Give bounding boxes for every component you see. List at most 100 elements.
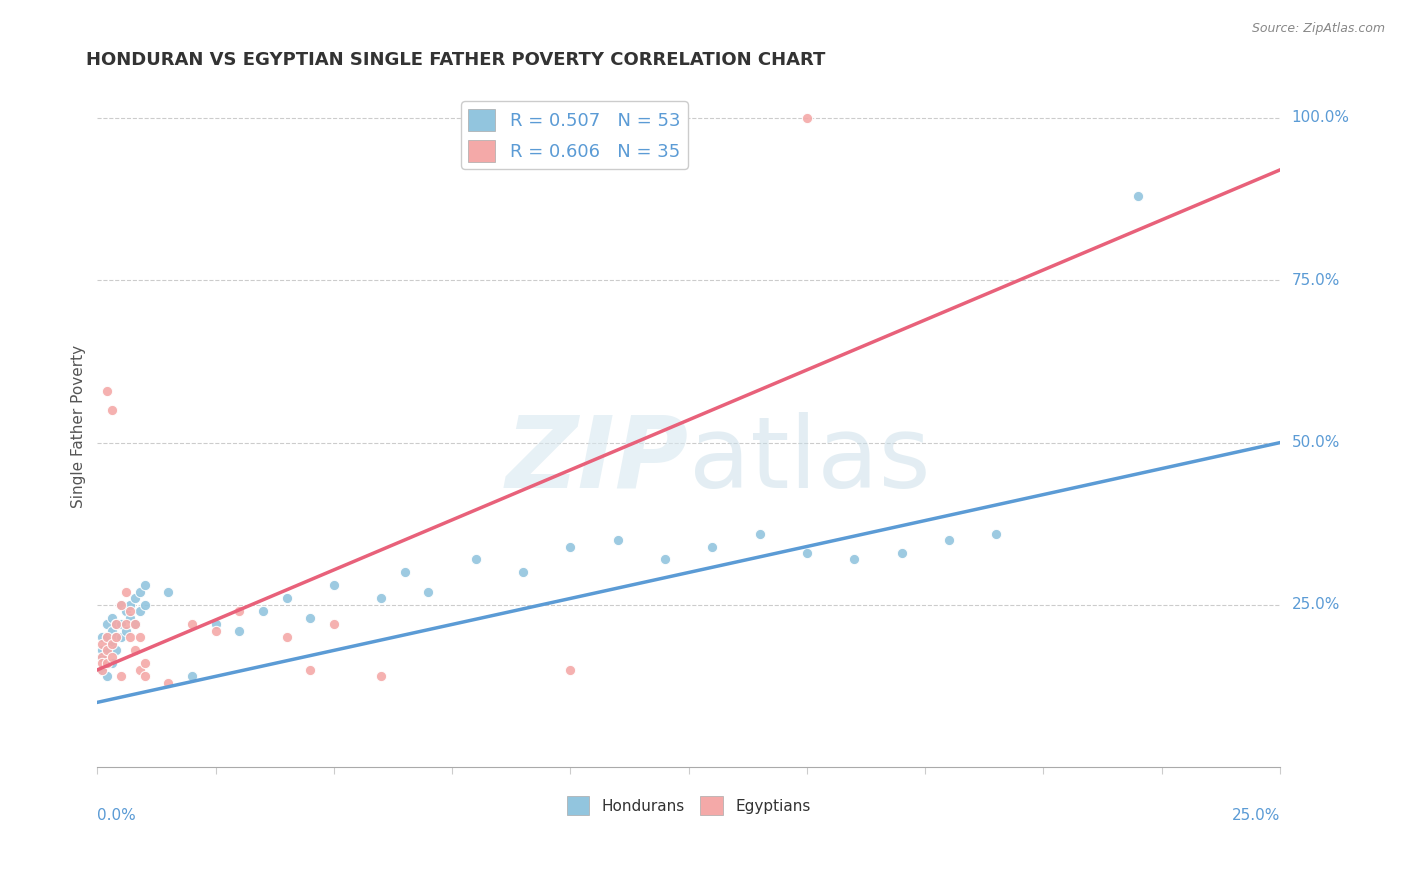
Point: [394, 566, 416, 580]
Point: [252, 604, 274, 618]
Point: [105, 617, 128, 632]
Point: [120, 611, 142, 625]
Point: [91, 663, 114, 677]
Point: [110, 598, 132, 612]
Point: [129, 631, 152, 645]
Text: 50.0%: 50.0%: [1292, 435, 1340, 450]
Point: [181, 617, 204, 632]
Text: 25.0%: 25.0%: [1292, 598, 1340, 613]
Point: [322, 617, 344, 632]
Point: [91, 637, 114, 651]
Legend: Hondurans, Egyptians: Hondurans, Egyptians: [561, 790, 817, 821]
Point: [91, 643, 114, 657]
Point: [204, 617, 226, 632]
Text: 75.0%: 75.0%: [1292, 273, 1340, 288]
Point: [105, 631, 128, 645]
Point: [560, 540, 582, 554]
Point: [100, 637, 122, 651]
Point: [844, 552, 866, 566]
Point: [370, 669, 392, 683]
Point: [105, 643, 128, 657]
Point: [120, 631, 142, 645]
Point: [181, 669, 204, 683]
Point: [96, 643, 118, 657]
Text: HONDURAN VS EGYPTIAN SINGLE FATHER POVERTY CORRELATION CHART: HONDURAN VS EGYPTIAN SINGLE FATHER POVER…: [86, 51, 825, 69]
Text: atlas: atlas: [689, 412, 931, 509]
Text: ZIP: ZIP: [506, 412, 689, 509]
Point: [134, 598, 156, 612]
Point: [204, 624, 226, 638]
Y-axis label: Single Father Poverty: Single Father Poverty: [72, 345, 86, 508]
Point: [91, 657, 114, 671]
Text: 0.0%: 0.0%: [97, 808, 136, 823]
Point: [124, 617, 146, 632]
Point: [276, 631, 298, 645]
Point: [100, 649, 122, 664]
Point: [322, 578, 344, 592]
Point: [114, 604, 136, 618]
Point: [124, 617, 146, 632]
Point: [114, 617, 136, 632]
Point: [110, 617, 132, 632]
Point: [96, 657, 118, 671]
Point: [100, 611, 122, 625]
Point: [276, 591, 298, 606]
Point: [134, 578, 156, 592]
Text: 25.0%: 25.0%: [1232, 808, 1279, 823]
Point: [464, 552, 486, 566]
Point: [120, 604, 142, 618]
Point: [512, 566, 534, 580]
Point: [606, 533, 628, 547]
Point: [100, 637, 122, 651]
Point: [114, 624, 136, 638]
Point: [110, 669, 132, 683]
Point: [96, 669, 118, 683]
Point: [91, 649, 114, 664]
Point: [96, 631, 118, 645]
Point: [105, 631, 128, 645]
Point: [748, 526, 770, 541]
Point: [105, 617, 128, 632]
Point: [124, 591, 146, 606]
Point: [796, 111, 818, 125]
Point: [134, 669, 156, 683]
Point: [96, 617, 118, 632]
Point: [91, 663, 114, 677]
Point: [120, 598, 142, 612]
Point: [91, 631, 114, 645]
Point: [134, 657, 156, 671]
Point: [100, 403, 122, 417]
Point: [299, 663, 322, 677]
Point: [129, 604, 152, 618]
Point: [110, 598, 132, 612]
Point: [96, 384, 118, 398]
Point: [96, 657, 118, 671]
Point: [654, 552, 676, 566]
Point: [129, 663, 152, 677]
Point: [100, 624, 122, 638]
Point: [124, 643, 146, 657]
Point: [114, 585, 136, 599]
Text: 100.0%: 100.0%: [1292, 111, 1350, 126]
Point: [1126, 189, 1149, 203]
Point: [938, 533, 960, 547]
Point: [157, 676, 180, 690]
Point: [702, 540, 724, 554]
Point: [129, 585, 152, 599]
Point: [96, 643, 118, 657]
Point: [110, 631, 132, 645]
Point: [100, 657, 122, 671]
Text: Source: ZipAtlas.com: Source: ZipAtlas.com: [1251, 22, 1385, 36]
Point: [228, 624, 250, 638]
Point: [96, 631, 118, 645]
Point: [157, 585, 180, 599]
Point: [890, 546, 912, 560]
Point: [418, 585, 440, 599]
Point: [796, 546, 818, 560]
Point: [228, 604, 250, 618]
Point: [91, 649, 114, 664]
Point: [370, 591, 392, 606]
Point: [984, 526, 1007, 541]
Point: [299, 611, 322, 625]
Point: [560, 663, 582, 677]
